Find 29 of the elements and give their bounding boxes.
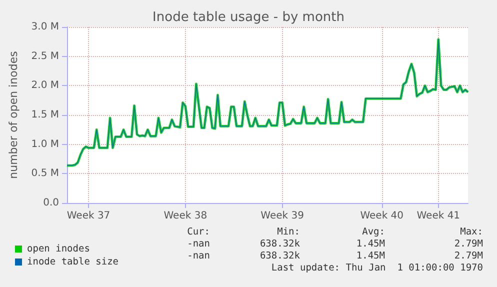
x-tick-label: Week 38	[164, 210, 208, 222]
chart-title: Inode table usage - by month	[152, 10, 344, 25]
y-tick-label: 1.0 M	[31, 138, 59, 150]
y-tick-label: 2.0 M	[31, 80, 59, 92]
text: Last update: Thu Jan 1 01:00:00 1970	[271, 262, 484, 274]
x-tick-label: Week 37	[66, 210, 110, 222]
text: Min:	[277, 226, 300, 238]
text: 638.32k	[260, 250, 300, 262]
y-tick-label: 2.5 M	[31, 50, 59, 62]
y-tick-label: 3.0 M	[31, 22, 59, 32]
text: -nan	[187, 250, 210, 262]
x-tick-label: Week 40	[360, 210, 404, 222]
x-tick-label: Week 39	[260, 210, 304, 222]
y-tick-label: 1.5 M	[31, 110, 59, 120]
legend-label: inode table size	[27, 256, 119, 268]
text: 638.32k	[260, 238, 300, 250]
text: 1.45M	[356, 250, 386, 262]
text: -nan	[187, 238, 210, 250]
text: 2.79M	[454, 238, 484, 250]
x-tick-label: Week 41	[416, 210, 460, 222]
text: 1.45M	[356, 238, 386, 250]
text: Cur:	[187, 226, 210, 238]
y-tick-label: 0.0	[43, 198, 59, 208]
text: 2.79M	[454, 250, 484, 262]
legend-label: open inodes	[27, 244, 90, 254]
y-tick-label: 0.5 M	[31, 168, 59, 180]
text: Max:	[460, 226, 483, 238]
y-axis-title: number of open inodes	[7, 50, 20, 179]
text: Avg:	[362, 226, 385, 238]
